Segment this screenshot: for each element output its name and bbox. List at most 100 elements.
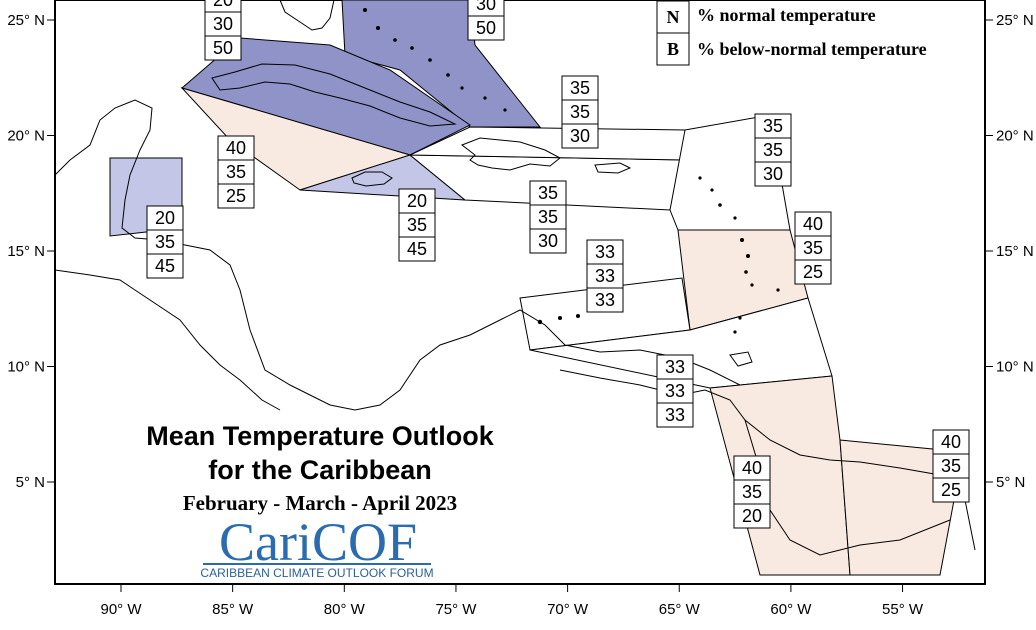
prob-cell xyxy=(586,287,624,313)
prob-cell xyxy=(146,205,184,231)
prob-value: 35 xyxy=(763,116,783,136)
prob-value: 20 xyxy=(742,506,762,526)
prob-value: 45 xyxy=(407,239,427,259)
coast-trinidad xyxy=(729,351,753,367)
prob-cell xyxy=(656,402,694,428)
prob-box-jamaica: 20 35 45 xyxy=(398,188,436,262)
prob-cell xyxy=(794,211,832,237)
prob-cell xyxy=(217,183,255,209)
prob-value: 33 xyxy=(595,290,615,310)
x-tick-label: 75° W xyxy=(435,601,477,618)
y-tick-label-left: 25° N xyxy=(7,12,45,29)
probability-boxes: 3050203050403525203545203545353530353530… xyxy=(146,0,970,529)
prob-cell xyxy=(529,228,567,254)
prob-value: 33 xyxy=(665,357,685,377)
prob-value: 35 xyxy=(803,238,823,258)
y-tick-label-right: 20° N xyxy=(996,128,1034,145)
coast-south-america xyxy=(559,369,976,551)
logo-subtitle: CARIBBEAN CLIMATE OUTLOOK FORUM xyxy=(200,566,433,580)
prob-value: 33 xyxy=(665,381,685,401)
prob-box-turks-caicos: 35 35 30 xyxy=(561,75,599,149)
prob-cell xyxy=(754,137,792,163)
legend-label-below: % below-normal temperature xyxy=(697,39,927,59)
prob-value: 25 xyxy=(803,262,823,282)
prob-value: 20 xyxy=(155,208,175,228)
prob-value: 35 xyxy=(742,482,762,502)
coast-puerto-rico xyxy=(594,162,632,174)
prob-value: 40 xyxy=(803,214,823,234)
prob-box-cayman-belize-sea: 40 35 25 xyxy=(217,135,255,209)
coast-hispaniola xyxy=(460,137,561,171)
prob-value: 35 xyxy=(155,232,175,252)
title-line1: Mean Temperature Outlook xyxy=(146,421,495,451)
legend: N % normal temperature B % below-normal … xyxy=(656,0,927,66)
prob-value: 20 xyxy=(213,0,233,10)
prob-box-trinidad-tobago: 33 33 33 xyxy=(656,354,694,428)
prob-value: 33 xyxy=(665,405,685,425)
y-tick-label-left: 15° N xyxy=(7,243,45,260)
legend-key-normal: N xyxy=(667,7,680,27)
prob-cell xyxy=(932,477,970,503)
legend-key-box-below xyxy=(656,32,690,66)
prob-box-leeward-islands: 35 35 30 xyxy=(754,113,792,187)
prob-value: 35 xyxy=(570,102,590,122)
prob-cell xyxy=(529,204,567,230)
prob-value: 33 xyxy=(595,242,615,262)
prob-cell xyxy=(932,429,970,455)
prob-value: 45 xyxy=(155,256,175,276)
coast-florida xyxy=(279,0,335,31)
prob-box-windward-islands: 40 35 25 xyxy=(794,211,832,285)
prob-cell xyxy=(146,229,184,255)
prob-value: 25 xyxy=(941,480,961,500)
prob-cell xyxy=(204,11,242,37)
caricof-logo: CariCOF CARIBBEAN CLIMATE OUTLOOK FORUM xyxy=(200,512,433,580)
prob-value: 50 xyxy=(213,38,233,58)
prob-cell xyxy=(467,15,505,41)
prob-value: 35 xyxy=(941,456,961,476)
coast-cuba xyxy=(211,63,457,127)
logo-wordmark: CariCOF xyxy=(219,512,417,572)
logo-underline xyxy=(203,563,431,565)
coast-jamaica xyxy=(351,171,393,187)
x-tick-label: 55° W xyxy=(882,601,924,618)
prob-value: 35 xyxy=(407,215,427,235)
prob-cell xyxy=(561,99,599,125)
x-tick-label: 60° W xyxy=(770,601,812,618)
prob-value: 35 xyxy=(538,183,558,203)
prob-box-belize: 20 35 45 xyxy=(146,205,184,279)
prob-cell xyxy=(794,235,832,261)
y-tick-label-right: 10° N xyxy=(996,359,1034,376)
legend-key-box-normal xyxy=(656,0,690,34)
prob-value: 33 xyxy=(595,266,615,286)
prob-value: 40 xyxy=(226,138,246,158)
bahamas-islands xyxy=(363,8,507,112)
y-tick-label-left: 20° N xyxy=(7,128,45,145)
x-tick-label: 85° W xyxy=(212,601,254,618)
prob-cell xyxy=(656,378,694,404)
title-line2: for the Caribbean xyxy=(208,455,432,485)
prob-value: 50 xyxy=(476,18,496,38)
prob-value: 40 xyxy=(742,458,762,478)
prob-value: 25 xyxy=(226,186,246,206)
coast-pacific xyxy=(54,269,281,411)
prob-value: 35 xyxy=(570,78,590,98)
prob-value: 30 xyxy=(570,126,590,146)
legend-key-below: B xyxy=(667,39,679,59)
legend-label-normal: % normal temperature xyxy=(697,5,876,25)
prob-cell xyxy=(733,503,771,529)
map-axes: 90° W 85° W 80° W 75° W 70° W 65° W 60° W 55° W… xyxy=(7,12,1033,618)
map-title: Mean Temperature Outlook for the Caribbe… xyxy=(146,421,495,515)
prob-cell xyxy=(146,253,184,279)
prob-value: 35 xyxy=(538,207,558,227)
prob-cell xyxy=(733,479,771,505)
prob-value: 30 xyxy=(476,0,496,14)
prob-cell xyxy=(586,263,624,289)
prob-value: 30 xyxy=(763,164,783,184)
prob-cell xyxy=(932,453,970,479)
prob-cell xyxy=(217,159,255,185)
prob-cell xyxy=(754,161,792,187)
prob-value: 35 xyxy=(763,140,783,160)
y-tick-label-left: 10° N xyxy=(7,359,45,376)
prob-value: 20 xyxy=(407,191,427,211)
